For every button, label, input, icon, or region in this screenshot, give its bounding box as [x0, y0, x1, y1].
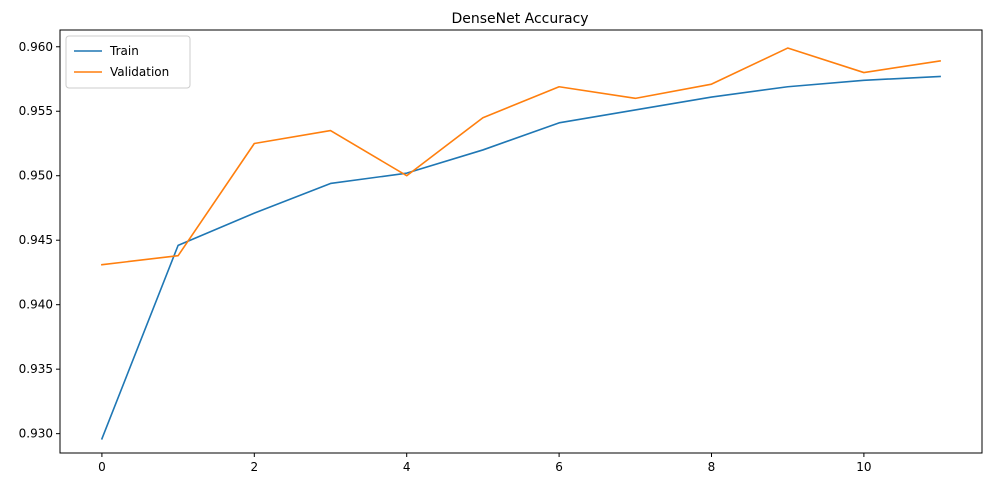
legend: Train Validation [65, 35, 191, 89]
series-lines [100, 47, 942, 440]
y-tick-label: 0.940 [19, 298, 53, 312]
series-line-train [100, 75, 941, 440]
x-tick-label: 0 [98, 460, 106, 474]
axis-ticks: 0 2 4 6 8 10 0.930 0.935 0.940 0.945 0.950 0.955 0.9… [19, 40, 872, 474]
y-tick-label: 0.930 [19, 427, 53, 441]
x-tick-label: 10 [856, 460, 871, 474]
x-tick-label: 4 [403, 460, 411, 474]
chart-title: DenseNet Accuracy [451, 11, 588, 27]
x-tick-label: 6 [555, 460, 563, 474]
legend-label-validation: Validation [110, 65, 169, 79]
x-tick-label: 2 [250, 460, 258, 474]
y-tick-label: 0.950 [19, 169, 53, 183]
y-tick-label: 0.955 [19, 104, 53, 118]
legend-box [65, 35, 191, 89]
plot-frame [59, 29, 983, 454]
legend-label-train: Train [109, 44, 139, 58]
x-tick-label: 8 [708, 460, 716, 474]
y-tick-label: 0.945 [19, 233, 53, 247]
y-tick-label: 0.960 [19, 40, 53, 54]
y-tick-label: 0.935 [19, 362, 53, 376]
series-line-validation [101, 47, 942, 266]
